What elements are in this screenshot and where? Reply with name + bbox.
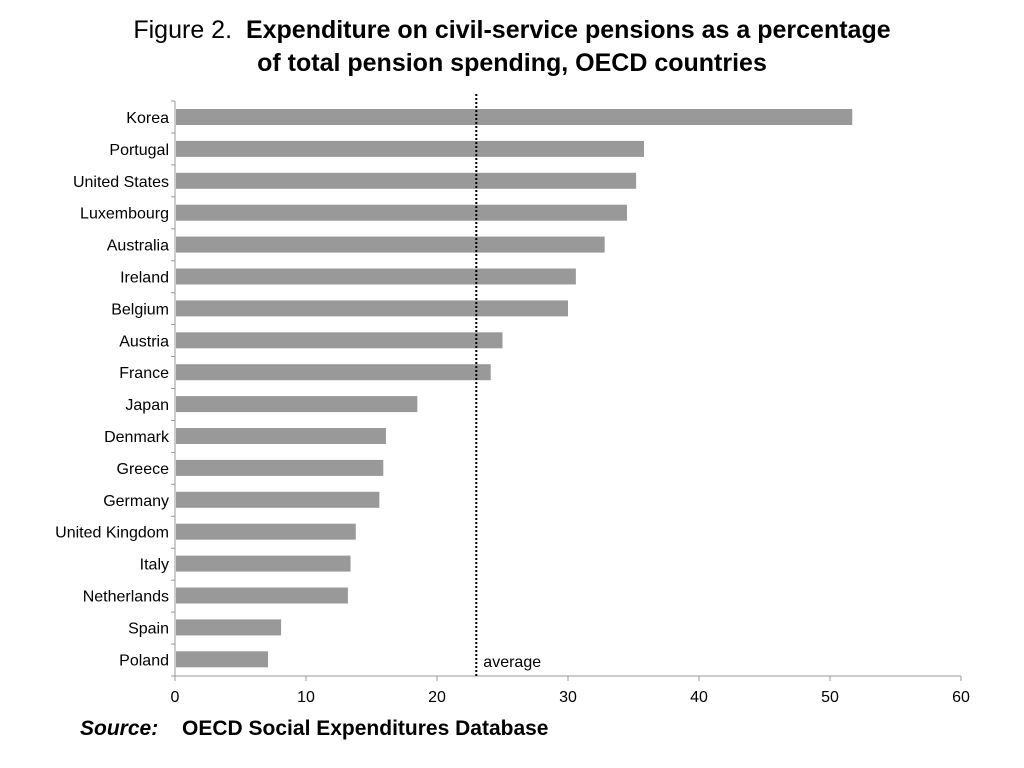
bar	[176, 268, 576, 285]
category-label: Korea	[126, 110, 169, 127]
category-label: Netherlands	[83, 589, 169, 606]
category-label: Spain	[128, 620, 169, 637]
title-text-1: Expenditure on civil-service pensions as…	[245, 16, 891, 44]
bar	[176, 300, 568, 317]
category-label: Germany	[103, 493, 169, 510]
title-line-2: of total pension spending, OECD countrie…	[257, 49, 767, 77]
x-tick-label: 40	[690, 689, 708, 706]
figure-label: Figure 2.	[133, 16, 233, 44]
category-label: Portugal	[109, 142, 169, 159]
source-note: Source: OECD Social Expenditures Databas…	[80, 717, 549, 741]
category-label: United Kingdom	[55, 525, 169, 542]
category-label: Poland	[119, 652, 169, 669]
category-label: Belgium	[111, 301, 169, 318]
category-label: Austria	[119, 333, 169, 350]
bar	[176, 523, 356, 540]
x-tick-label: 50	[821, 689, 839, 706]
category-label: Ireland	[120, 270, 169, 287]
bar	[176, 396, 418, 413]
bar	[176, 204, 627, 221]
bar	[176, 140, 644, 157]
bar	[176, 587, 348, 604]
source-label: Source:	[80, 717, 159, 740]
x-tick-label: 10	[297, 689, 315, 706]
bar	[176, 109, 853, 125]
bar	[176, 364, 491, 381]
x-tick-label: 0	[171, 689, 180, 706]
bar	[176, 172, 637, 189]
x-tick-label: 60	[952, 689, 970, 706]
bar	[176, 555, 351, 572]
category-label: United States	[73, 174, 169, 191]
average-label: average	[483, 654, 541, 671]
bar	[176, 651, 269, 668]
category-label: Japan	[125, 397, 169, 414]
title-line-1: Figure 2. Expenditure on civil-service p…	[0, 14, 1024, 47]
bar	[176, 491, 380, 508]
bar	[176, 236, 605, 253]
x-tick-label: 20	[428, 689, 446, 706]
category-label: Italy	[140, 557, 169, 574]
category-label: France	[119, 365, 169, 382]
bar	[176, 459, 384, 476]
chart-title: Figure 2. Expenditure on civil-service p…	[0, 14, 1024, 80]
category-label: Denmark	[104, 429, 170, 446]
bar	[176, 428, 386, 444]
category-label: Australia	[107, 238, 169, 255]
category-label: Luxembourg	[80, 206, 169, 223]
source-text: OECD Social Expenditures Database	[182, 717, 549, 740]
x-tick-label: 30	[559, 689, 577, 706]
category-label: Greece	[117, 461, 170, 478]
bar	[176, 332, 503, 349]
bar	[176, 619, 282, 636]
